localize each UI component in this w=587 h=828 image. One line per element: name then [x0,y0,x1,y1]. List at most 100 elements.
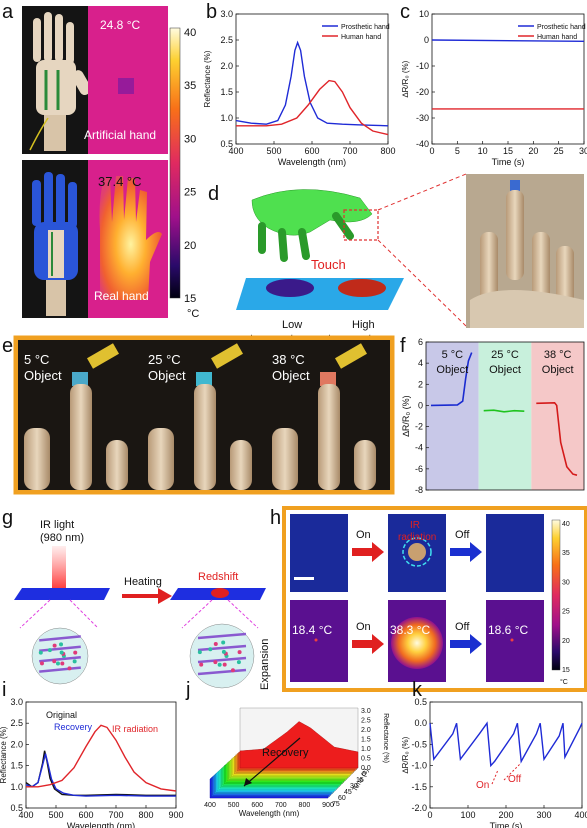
i-ytick-label: 2.5 [10,718,23,728]
colorbar-tick-label: 40 [562,521,570,528]
panel-label-j: j [185,679,190,701]
colorbar-tick-label: 35 [184,80,196,92]
off-arrow-top [450,542,482,562]
i-xtick-label: 700 [108,810,123,820]
k-ytick-label: -1.5 [411,782,427,792]
e-object-label: Object [272,368,310,383]
f-ytick-label: -4 [415,443,423,453]
j-ytick-label: 0.0 [361,765,371,772]
ir-light-label-1: IR light [40,519,74,531]
b-series-line-0 [235,40,389,127]
c-ytick-label: -10 [416,61,429,71]
c-legend-label: Prosthetic hand [537,24,586,31]
temp-off: 18.6 °C [488,623,528,637]
j-recovery-arrowhead [244,778,252,786]
i-xtick-label: 900 [168,810,183,820]
temp-before: 18.4 °C [292,623,332,637]
j-ytick-label: 3.0 [361,708,371,715]
k-ytick-label: -1.0 [411,761,427,771]
low-temp-object [266,279,314,297]
prosthetic-finger [272,428,298,490]
prosthetic-finger [354,440,376,490]
artificial-hand-drawing [29,12,92,151]
k-ytick-label: -2.0 [411,803,427,813]
heating-arrow [122,588,172,604]
colorbar-a-unit: °C [187,308,199,320]
lattice-particle [72,659,77,664]
k-xtick-label: 100 [460,810,475,820]
b-ytick-label: 2.0 [220,61,233,71]
panel-g: g IR light (980 nm) Heating Redshift Exp… [2,507,271,690]
ir-beam [52,546,66,590]
panel-label-i: i [2,679,6,701]
i-ytick-label: 0.5 [10,803,23,813]
k-annot-on: On [476,780,489,791]
chart-c: 0 5 10 15 20 25 30 10 0 -10 -20 -30 -40 Time (s) ∆R/R₀… [401,9,587,167]
j-xtick-label: 700 [275,802,287,809]
colorbar-tick-label: 30 [184,133,196,145]
prosthetic-finger [318,384,340,490]
j-ytick-label: 0.5 [361,756,371,763]
b-xtick-label: 600 [304,146,319,156]
prosthetic-finger [230,440,252,490]
panel-label-d: d [208,183,219,205]
i-ylabel: Reflectance (%) [0,726,8,783]
j-xtick-label: 900 [322,802,334,809]
chart-f: 6 4 2 0 -2 -4 -6 -8 ∆R/R₀ (%) 5 °C Object 25 °C Obje… [401,337,585,495]
b-legend-label: Human hand [341,34,381,41]
lattice-particle [47,648,52,653]
b-xtick-label: 700 [342,146,357,156]
lattice-particle [230,668,235,673]
k-plot-area [429,701,583,809]
b-ytick-label: 0.5 [220,139,233,149]
colorbar-tick-label: 20 [562,638,570,645]
on-label-bottom: On [356,621,371,633]
film-photo-off [486,514,544,592]
heating-label: Heating [124,576,162,588]
colorbar-a-ticks: 40 35 30 25 20 15 [184,27,196,305]
i-ytick-label: 1.0 [10,782,23,792]
panel-label-e: e [2,335,13,357]
k-annot-off: Off [508,774,521,785]
colorbar-h-ticks: 40 35 30 25 20 15 [562,521,570,674]
f-object-label: Object [436,364,468,376]
lattice-particle [213,660,218,665]
i-ytick-label: 2.0 [10,739,23,749]
c-xtick-label: 25 [554,146,564,156]
prosthetic-finger [106,440,128,490]
expansion-label: Expansion [259,639,271,690]
lattice-layer [197,644,247,652]
colorbar-tick-label: 25 [562,609,570,616]
c-xtick-label: 10 [478,146,488,156]
b-ytick-label: 1.0 [220,113,233,123]
lattice-particle [38,650,43,655]
panel-label-f: f [400,335,406,357]
c-series-line-0 [431,39,585,42]
ir-radiation-2: radiation [398,532,436,543]
f-object-label: Object [542,364,574,376]
chart-i: 400 500 600 700 800 900 0.5 1.0 1.5 2.0 2.5 3.0 Wave… [0,697,184,828]
f-ytick-label: 4 [418,358,423,368]
i-xtick-label: 600 [78,810,93,820]
k-ytick-label: 0.0 [414,718,427,728]
ir-radiation-1: IR [410,520,420,531]
j-ztick-label: 30 [350,783,358,790]
k-xtick-label: 300 [536,810,551,820]
k-annot-arrow-on [491,769,499,785]
j-xtick-label: 800 [299,802,311,809]
lattice-particle [197,650,202,655]
i-xtick-label: 800 [138,810,153,820]
panel-e-frame [13,335,395,495]
f-temp-label: 5 °C [442,349,464,361]
on-arrow-bottom [352,634,384,654]
f-band-1 [478,342,532,490]
lattice-particle [67,666,72,671]
c-ytick-label: -40 [416,139,429,149]
i-plot-area [25,701,177,809]
i-series-line-1 [25,753,176,797]
f-series-line-0 [430,352,473,407]
